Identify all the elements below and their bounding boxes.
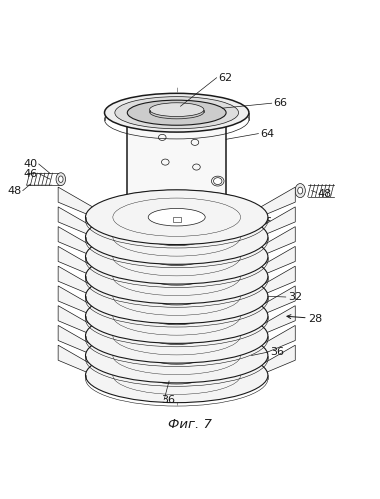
Ellipse shape	[148, 347, 205, 364]
Ellipse shape	[148, 287, 205, 305]
Ellipse shape	[86, 210, 268, 264]
Ellipse shape	[148, 268, 205, 285]
Polygon shape	[252, 187, 295, 221]
Text: 36: 36	[162, 395, 176, 405]
Ellipse shape	[127, 102, 226, 127]
Polygon shape	[252, 266, 295, 299]
Ellipse shape	[148, 327, 205, 344]
Polygon shape	[58, 247, 102, 280]
Text: 48: 48	[8, 186, 22, 196]
Polygon shape	[252, 286, 295, 319]
Polygon shape	[252, 247, 295, 280]
Polygon shape	[252, 306, 295, 339]
Polygon shape	[58, 345, 102, 379]
Ellipse shape	[105, 193, 249, 232]
Ellipse shape	[295, 184, 306, 198]
Polygon shape	[58, 325, 102, 359]
Text: 40: 40	[24, 159, 38, 169]
Polygon shape	[58, 227, 102, 260]
Ellipse shape	[86, 308, 268, 363]
Text: 46: 46	[258, 217, 272, 227]
Polygon shape	[58, 306, 102, 339]
Ellipse shape	[86, 190, 268, 245]
Ellipse shape	[124, 198, 229, 227]
Polygon shape	[173, 237, 181, 242]
Ellipse shape	[148, 209, 205, 226]
Polygon shape	[252, 325, 295, 359]
Text: 66: 66	[274, 98, 288, 108]
Ellipse shape	[150, 103, 204, 117]
Polygon shape	[173, 316, 181, 320]
Ellipse shape	[148, 248, 205, 265]
Ellipse shape	[105, 93, 249, 132]
Text: 64: 64	[260, 129, 274, 139]
Polygon shape	[173, 256, 181, 261]
Ellipse shape	[127, 191, 226, 217]
Text: 36: 36	[270, 347, 284, 357]
Polygon shape	[252, 227, 295, 260]
Text: 46: 46	[24, 169, 38, 179]
Polygon shape	[173, 217, 181, 222]
Ellipse shape	[214, 178, 222, 185]
Ellipse shape	[148, 307, 205, 325]
Polygon shape	[173, 336, 181, 340]
Polygon shape	[58, 286, 102, 319]
Text: Фиг. 7: Фиг. 7	[168, 418, 212, 431]
Polygon shape	[58, 266, 102, 299]
Ellipse shape	[95, 190, 258, 235]
Ellipse shape	[148, 228, 205, 246]
Polygon shape	[252, 207, 295, 240]
Ellipse shape	[127, 100, 226, 125]
Text: 62: 62	[218, 73, 233, 83]
Ellipse shape	[86, 230, 268, 284]
Ellipse shape	[298, 187, 302, 194]
Ellipse shape	[86, 348, 268, 403]
Polygon shape	[127, 115, 226, 204]
Polygon shape	[173, 355, 181, 360]
Polygon shape	[252, 345, 295, 379]
Polygon shape	[173, 296, 181, 301]
Text: 28: 28	[309, 314, 323, 324]
Ellipse shape	[115, 196, 239, 229]
Ellipse shape	[136, 201, 217, 223]
Polygon shape	[58, 187, 102, 221]
Text: 68: 68	[234, 228, 248, 238]
Ellipse shape	[148, 367, 205, 384]
Ellipse shape	[86, 328, 268, 383]
Polygon shape	[173, 276, 181, 281]
Text: 32: 32	[288, 292, 302, 302]
Ellipse shape	[86, 249, 268, 304]
Text: 48: 48	[317, 189, 331, 199]
Ellipse shape	[86, 288, 268, 343]
Ellipse shape	[59, 176, 63, 183]
Ellipse shape	[115, 97, 239, 129]
Polygon shape	[58, 207, 102, 240]
Ellipse shape	[86, 269, 268, 323]
Ellipse shape	[56, 173, 66, 186]
